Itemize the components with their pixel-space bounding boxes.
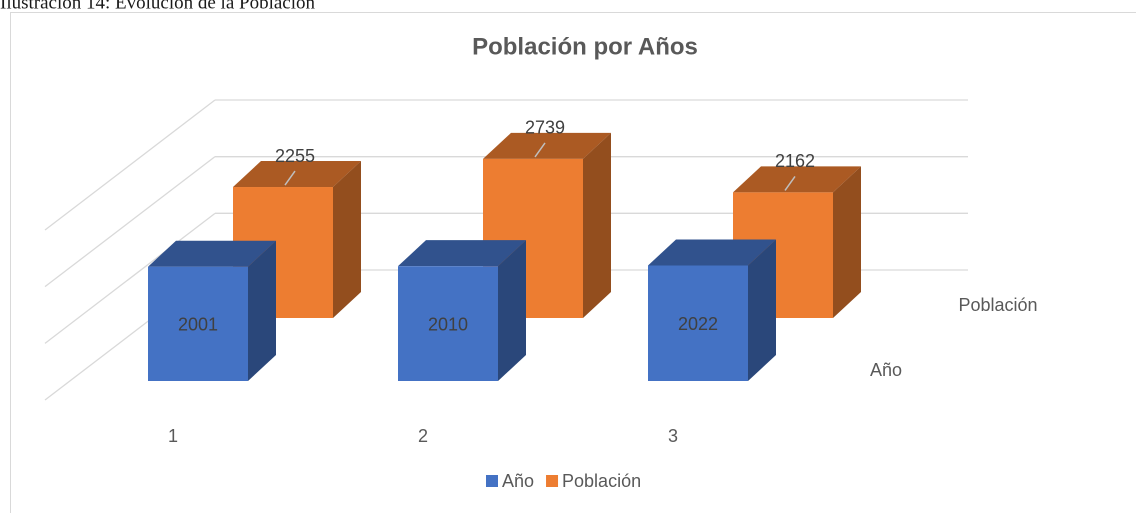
bar-top [648,239,776,266]
chart-title: Población por Años [472,33,698,60]
depth-label: Año [870,360,902,380]
data-label: 2022 [678,314,718,334]
legend-swatch [546,475,559,487]
data-label: 2162 [775,151,815,171]
data-label: 2739 [525,118,565,138]
data-label: 2255 [275,146,315,166]
bar-top [148,240,276,267]
bar-top [483,132,611,159]
bar [148,266,248,381]
bar-side [333,161,361,318]
legend-swatch [486,475,498,487]
bar-top [233,161,361,188]
x-tick-label: 3 [668,426,678,446]
leader-line [784,175,796,191]
bar-side [248,240,276,381]
leader-line [534,142,546,158]
x-tick-label: 1 [168,426,178,446]
depth-label: Población [958,295,1037,315]
data-label: 2001 [178,315,218,335]
legend-label: Población [562,471,641,491]
x-tick-label: 2 [418,426,428,446]
leader-line [284,170,296,186]
bar-top [398,240,526,267]
bar-side [583,132,611,318]
legend-label: Año [502,471,534,491]
caption: Ilustración 14: Evolución de la Població… [0,0,316,13]
bar [398,266,498,381]
grid-line [44,99,216,231]
grid-line [44,212,216,344]
data-label: 2010 [428,314,468,334]
bar-top [733,166,861,193]
bar-side [498,240,526,381]
bar-side [833,166,861,318]
bar [648,265,748,381]
grid-line [44,156,216,288]
bar-side [748,239,776,381]
